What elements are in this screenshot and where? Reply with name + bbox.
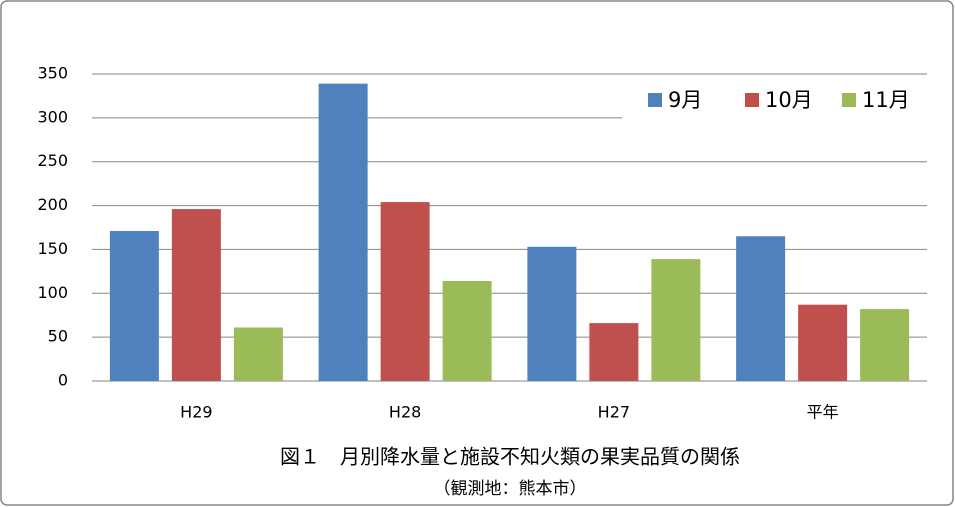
bar xyxy=(527,246,577,381)
y-tick-label: 150 xyxy=(37,239,68,258)
legend-label: 10月 xyxy=(765,88,813,112)
y-tick-label: 100 xyxy=(37,283,68,302)
bar xyxy=(233,327,283,381)
bar xyxy=(736,236,786,381)
chart-subtitle: （観測地：熊本市） xyxy=(434,479,587,499)
chart-title: 図１ 月別降水量と施設不知火類の果実品質の関係 xyxy=(280,445,740,469)
grid-layer: 0 50 100 150 200 250 300 350 xyxy=(37,64,927,390)
bar xyxy=(589,323,639,381)
bar xyxy=(380,202,430,381)
x-tick-label: H28 xyxy=(389,403,421,422)
y-tick-label: 50 xyxy=(48,327,68,346)
legend: 9月 10月 11月 xyxy=(648,88,910,112)
x-tick-label: H27 xyxy=(598,403,630,422)
legend-swatch xyxy=(648,93,662,107)
bar xyxy=(318,83,368,382)
bar-layer: H29 H28 H27 平年 xyxy=(109,83,910,422)
bar xyxy=(442,281,492,381)
x-tick-label: 平年 xyxy=(807,403,839,422)
bar xyxy=(798,304,848,381)
legend-label: 11月 xyxy=(862,88,910,112)
y-tick-label: 250 xyxy=(37,151,68,170)
y-tick-label: 0 xyxy=(58,371,68,390)
y-tick-label: 200 xyxy=(37,195,68,214)
y-tick-label: 300 xyxy=(37,107,68,126)
bar xyxy=(651,259,701,381)
x-tick-label: H29 xyxy=(180,403,212,422)
legend-label: 9月 xyxy=(668,88,702,112)
bar xyxy=(860,309,910,381)
y-tick-label: 350 xyxy=(37,64,68,83)
legend-background xyxy=(622,82,928,120)
legend-swatch xyxy=(842,93,856,107)
legend-swatch xyxy=(745,93,759,107)
bar xyxy=(109,231,159,381)
bar xyxy=(171,209,221,381)
